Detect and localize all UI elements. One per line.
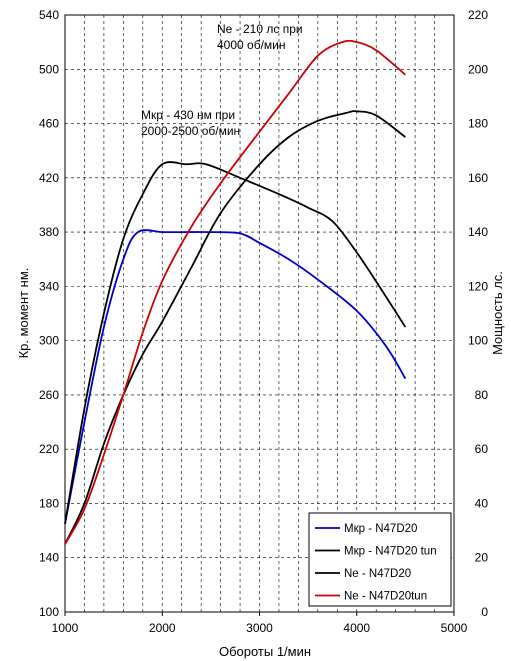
y-left-tick-label: 340 bbox=[39, 279, 59, 293]
y-right-tick-label: 220 bbox=[468, 8, 488, 22]
annotation-ne-line-1: Ne - 210 лс при bbox=[217, 22, 303, 36]
y-left-tick-label: 420 bbox=[39, 171, 59, 185]
y-right-tick-label: 160 bbox=[468, 171, 488, 185]
series-mkr-n47d20-line bbox=[64, 229, 407, 524]
x-tick-label: 3000 bbox=[246, 621, 273, 635]
legend: Мкр - N47D20 Мкр - N47D20 tun Ne - N47D20 N… bbox=[308, 512, 452, 607]
y-left-tick-label: 380 bbox=[39, 225, 59, 239]
legend-label: Мкр - N47D20 bbox=[344, 523, 417, 535]
annotation-mkr-line-2: 2000-2500 об/мин bbox=[141, 124, 240, 138]
y-left-tick-label: 500 bbox=[39, 62, 59, 76]
y-right-tick-label: 200 bbox=[468, 62, 488, 76]
legend-item-ne-n47d20-tun: Ne - N47D20tun bbox=[315, 591, 427, 603]
y-left-tick-label: 140 bbox=[39, 551, 59, 565]
annotation-ne: Ne - 210 лс при 4000 об/мин bbox=[217, 22, 303, 52]
y-left-tick-label: 460 bbox=[39, 117, 59, 131]
legend-items: Мкр - N47D20 Мкр - N47D20 tun Ne - N47D20 N… bbox=[315, 523, 437, 603]
y-right-tick-label: 80 bbox=[475, 388, 489, 402]
y-left-tick-label: 100 bbox=[39, 605, 59, 619]
legend-item-mkr-n47d20-tun: Мкр - N47D20 tun bbox=[315, 546, 437, 558]
y-left-tick-label: 260 bbox=[39, 388, 59, 402]
y-left-tick-label: 540 bbox=[39, 8, 59, 22]
y-right-tick-label: 180 bbox=[468, 117, 488, 131]
legend-label: Ne - N47D20 bbox=[344, 568, 411, 580]
y-right-tick-label: 20 bbox=[475, 551, 489, 565]
y-right-tick-label: 100 bbox=[468, 334, 488, 348]
x-tick-label: 1000 bbox=[52, 621, 79, 635]
series-ne-n47d20-line bbox=[64, 110, 406, 545]
series-lines bbox=[64, 39, 407, 545]
x-tick-label: 5000 bbox=[441, 621, 468, 635]
y-right-tick-label: 120 bbox=[468, 279, 488, 293]
y-left-tick-label: 300 bbox=[39, 334, 59, 348]
x-tick-label: 4000 bbox=[343, 621, 370, 635]
annotation-ne-line-2: 4000 об/мин bbox=[217, 38, 286, 52]
x-tick-label: 2000 bbox=[149, 621, 176, 635]
legend-label: Мкр - N47D20 tun bbox=[344, 546, 437, 558]
legend-item-mkr-n47d20: Мкр - N47D20 bbox=[315, 523, 417, 535]
y-right-tick-label: 40 bbox=[475, 496, 489, 510]
tick-labels: 1000 2000 3000 4000 500010014018022026030034… bbox=[39, 8, 488, 635]
y-left-axis-title: Кр. момент нм. bbox=[16, 268, 31, 359]
y-right-axis-title: Мощность лс. bbox=[490, 271, 505, 355]
series-ne-n47d20-tun-line bbox=[64, 39, 406, 545]
y-right-tick-label: 0 bbox=[481, 605, 488, 619]
legend-label: Ne - N47D20tun bbox=[344, 591, 427, 603]
series-mkr-n47d20-tun-line bbox=[64, 161, 407, 524]
y-left-tick-label: 180 bbox=[39, 496, 59, 510]
y-right-tick-label: 140 bbox=[468, 225, 488, 239]
y-left-tick-label: 220 bbox=[39, 442, 59, 456]
grid bbox=[65, 15, 454, 612]
annotation-mkr-line-1: Мкр - 430 нм при bbox=[141, 108, 235, 122]
legend-item-ne-n47d20: Ne - N47D20 bbox=[315, 568, 411, 580]
annotation-mkr: Мкр - 430 нм при 2000-2500 об/мин bbox=[141, 108, 240, 138]
x-axis-title: Обороты 1/мин bbox=[219, 644, 311, 659]
y-right-tick-label: 60 bbox=[475, 442, 489, 456]
